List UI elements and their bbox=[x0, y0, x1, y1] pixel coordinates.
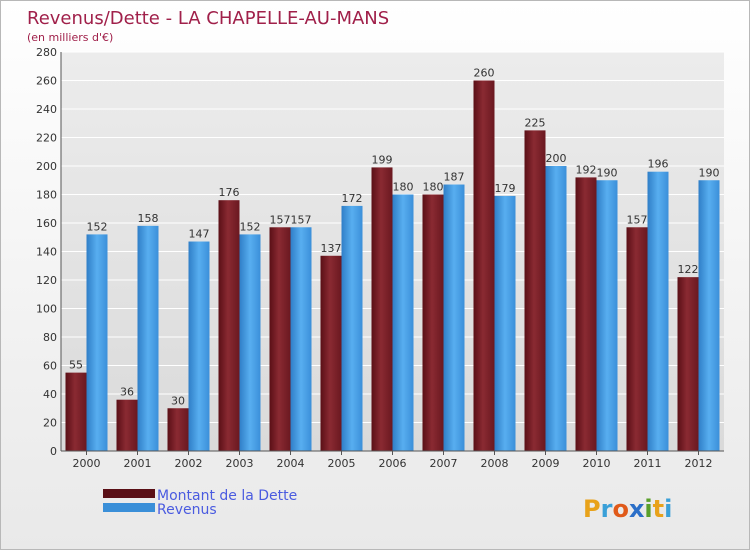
value-label-debt-2002: 30 bbox=[171, 394, 185, 407]
bar-revenus-2012 bbox=[698, 180, 720, 451]
x-tick-label-2002: 2002 bbox=[175, 457, 203, 470]
bar-debt-2002 bbox=[167, 408, 189, 451]
value-label-revenus-2005: 172 bbox=[342, 192, 363, 205]
bar-revenus-2002 bbox=[188, 241, 210, 451]
value-label-debt-2004: 157 bbox=[270, 213, 291, 226]
proxiti-logo: Proxiti bbox=[583, 495, 672, 523]
bar-revenus-2004 bbox=[290, 227, 312, 451]
bar-debt-2005 bbox=[320, 255, 342, 451]
y-tick-label: 180 bbox=[36, 189, 57, 202]
value-label-revenus-2009: 200 bbox=[546, 152, 567, 165]
y-tick-label: 240 bbox=[36, 103, 57, 116]
x-tick-label-2000: 2000 bbox=[73, 457, 101, 470]
bar-debt-2008 bbox=[473, 80, 495, 451]
bar-revenus-2009 bbox=[545, 166, 567, 451]
legend-swatch-revenus bbox=[103, 503, 155, 512]
value-label-revenus-2006: 180 bbox=[393, 181, 414, 194]
y-tick-label: 40 bbox=[43, 388, 57, 401]
x-tick-label-2003: 2003 bbox=[226, 457, 254, 470]
bar-revenus-2006 bbox=[392, 194, 414, 451]
x-tick-label-2001: 2001 bbox=[124, 457, 152, 470]
y-tick-label: 220 bbox=[36, 132, 57, 145]
bar-revenus-2008 bbox=[494, 195, 516, 451]
bar-debt-2011 bbox=[626, 227, 648, 451]
y-tick-label: 60 bbox=[43, 360, 57, 373]
bar-debt-2012 bbox=[677, 277, 699, 451]
bar-revenus-2000 bbox=[86, 234, 108, 451]
bar-revenus-2007 bbox=[443, 184, 465, 451]
legend-label-revenus: Revenus bbox=[157, 502, 217, 518]
value-label-debt-2005: 137 bbox=[321, 242, 342, 255]
chart-subtitle: (en milliers d'€) bbox=[27, 31, 113, 44]
y-tick-label: 120 bbox=[36, 274, 57, 287]
x-tick-label-2005: 2005 bbox=[328, 457, 356, 470]
value-label-revenus-2008: 179 bbox=[495, 182, 516, 195]
value-label-debt-2003: 176 bbox=[219, 186, 240, 199]
y-tick-label: 280 bbox=[36, 46, 57, 59]
bar-debt-2000 bbox=[65, 372, 87, 451]
value-label-revenus-2010: 190 bbox=[597, 166, 618, 179]
x-tick-label-2009: 2009 bbox=[532, 457, 560, 470]
bar-revenus-2011 bbox=[647, 171, 669, 451]
x-tick-label-2006: 2006 bbox=[379, 457, 407, 470]
x-tick-label-2004: 2004 bbox=[277, 457, 305, 470]
value-label-revenus-2011: 196 bbox=[648, 158, 669, 171]
x-tick-label-2007: 2007 bbox=[430, 457, 458, 470]
x-tick-label-2012: 2012 bbox=[685, 457, 713, 470]
y-tick-label: 140 bbox=[36, 246, 57, 259]
y-tick-label: 0 bbox=[50, 445, 57, 458]
bar-debt-2001 bbox=[116, 399, 138, 451]
value-label-revenus-2002: 147 bbox=[189, 228, 210, 241]
x-tick-label-2011: 2011 bbox=[634, 457, 662, 470]
value-label-revenus-2000: 152 bbox=[87, 220, 108, 233]
value-label-debt-2001: 36 bbox=[120, 386, 134, 399]
x-tick-label-2008: 2008 bbox=[481, 457, 509, 470]
chart-title: Revenus/Dette - LA CHAPELLE-AU-MANS bbox=[27, 8, 389, 29]
value-label-revenus-2012: 190 bbox=[699, 166, 720, 179]
value-label-debt-2010: 192 bbox=[576, 163, 597, 176]
legend: Montant de la Dette Revenus bbox=[103, 488, 297, 518]
value-label-debt-2011: 157 bbox=[627, 213, 648, 226]
value-label-revenus-2004: 157 bbox=[291, 213, 312, 226]
bar-debt-2010 bbox=[575, 177, 597, 451]
value-label-debt-2009: 225 bbox=[525, 116, 546, 129]
bar-revenus-2005 bbox=[341, 205, 363, 451]
y-tick-label: 100 bbox=[36, 303, 57, 316]
bar-debt-2009 bbox=[524, 130, 546, 451]
value-label-revenus-2003: 152 bbox=[240, 220, 261, 233]
value-label-debt-2000: 55 bbox=[69, 359, 83, 372]
value-label-debt-2007: 180 bbox=[423, 181, 444, 194]
value-label-debt-2012: 122 bbox=[678, 263, 699, 276]
value-label-debt-2006: 199 bbox=[372, 153, 393, 166]
legend-swatch-debt bbox=[103, 489, 155, 498]
value-label-revenus-2001: 158 bbox=[138, 212, 159, 225]
bars bbox=[65, 80, 720, 452]
y-tick-label: 20 bbox=[43, 417, 57, 430]
value-label-debt-2008: 260 bbox=[474, 67, 495, 80]
y-tick-label: 200 bbox=[36, 160, 57, 173]
legend-label-debt: Montant de la Dette bbox=[157, 488, 297, 504]
value-label-revenus-2007: 187 bbox=[444, 171, 465, 184]
bar-revenus-2001 bbox=[137, 225, 159, 451]
y-tick-label: 160 bbox=[36, 217, 57, 230]
bar-revenus-2010 bbox=[596, 180, 618, 451]
x-tick-label-2010: 2010 bbox=[583, 457, 611, 470]
axes: 0 20 40 60 80 100 120 140 160 180 200 220 240 260 280 2… bbox=[36, 46, 724, 470]
y-tick-label: 260 bbox=[36, 75, 57, 88]
bar-debt-2007 bbox=[422, 194, 444, 451]
bar-debt-2004 bbox=[269, 227, 291, 451]
bar-debt-2006 bbox=[371, 167, 393, 452]
bar-revenus-2003 bbox=[239, 234, 261, 451]
y-tick-label: 80 bbox=[43, 331, 57, 344]
bar-debt-2003 bbox=[218, 200, 240, 451]
